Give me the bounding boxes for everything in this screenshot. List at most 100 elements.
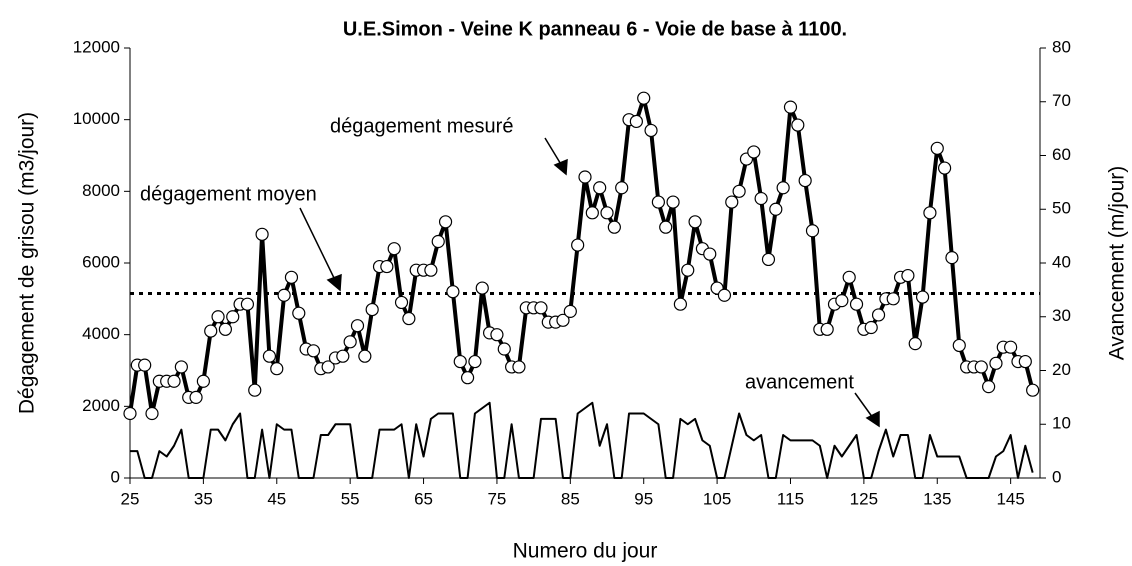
arrow — [544, 137, 563, 167]
marker — [306, 344, 321, 358]
x-axis-label: Numero du jour — [513, 540, 658, 563]
marker — [989, 356, 1003, 370]
chart-title: U.E.Simon - Veine K panneau 6 - Voie de … — [343, 18, 847, 40]
marker — [402, 311, 416, 326]
marker — [468, 354, 482, 369]
marker — [497, 342, 511, 356]
x-tick-label: 85 — [561, 489, 580, 508]
marker — [783, 100, 798, 114]
marker — [460, 371, 475, 385]
x-tick-label: 135 — [923, 489, 951, 508]
marker — [284, 270, 299, 284]
marker — [600, 206, 614, 220]
marker — [1026, 383, 1040, 397]
marker — [167, 374, 181, 388]
marker — [732, 184, 746, 198]
marker — [615, 181, 629, 195]
marker — [446, 285, 460, 299]
annotation: dégagement mesuré — [330, 115, 513, 137]
marker — [211, 310, 225, 324]
marker — [578, 170, 592, 184]
marker — [791, 118, 805, 132]
marker — [945, 251, 959, 265]
marker — [174, 360, 188, 374]
marker — [431, 234, 445, 249]
marker — [982, 380, 996, 394]
x-tick-label: 55 — [341, 489, 360, 508]
marker — [1004, 340, 1018, 354]
marker — [637, 91, 651, 105]
x-tick-label: 95 — [634, 489, 653, 508]
marker — [204, 324, 218, 338]
marker — [321, 360, 335, 374]
marker — [336, 349, 350, 363]
y-tick-label: 6000 — [82, 252, 120, 271]
annotation: avancement — [745, 371, 854, 393]
y-tick-label: 10000 — [73, 109, 120, 128]
marker — [820, 322, 834, 336]
marker — [350, 319, 365, 333]
marker — [659, 220, 673, 234]
arrow-head — [326, 273, 342, 292]
marker — [218, 322, 233, 336]
x-tick-label: 105 — [703, 489, 731, 508]
y-axis-label: Dégagement de grisou (m3/jour) — [16, 112, 39, 414]
marker — [886, 292, 900, 306]
marker — [629, 114, 643, 129]
marker — [849, 297, 864, 311]
y-tick-label: 2000 — [82, 396, 120, 415]
arrow — [299, 207, 336, 281]
marker — [358, 349, 372, 363]
marker — [776, 181, 790, 195]
marker — [563, 304, 577, 318]
marker — [196, 374, 210, 388]
marker — [571, 238, 585, 252]
y2-tick-label: 70 — [1052, 91, 1071, 110]
marker — [864, 320, 878, 335]
marker — [438, 215, 453, 229]
marker — [923, 206, 937, 220]
marker — [593, 181, 607, 195]
annotation: dégagement moyen — [140, 183, 317, 205]
marker — [835, 294, 849, 308]
marker — [607, 220, 621, 234]
marker — [952, 338, 966, 353]
marker — [842, 270, 856, 284]
marker — [974, 360, 988, 374]
marker — [380, 259, 394, 274]
marker — [387, 242, 401, 256]
marker — [871, 308, 886, 322]
y2-axis-label: Avancement (m/jour) — [1106, 166, 1129, 361]
marker — [585, 206, 599, 220]
marker — [490, 328, 504, 342]
marker — [666, 195, 680, 209]
x-tick-label: 65 — [414, 489, 433, 508]
marker — [270, 362, 284, 376]
marker — [761, 252, 776, 267]
marker — [138, 358, 152, 372]
arrows — [299, 137, 880, 428]
marker — [915, 290, 930, 304]
y2-tick-label: 10 — [1052, 414, 1071, 433]
arrow-head — [865, 410, 880, 428]
marker — [534, 301, 548, 315]
marker — [908, 337, 922, 351]
marker — [901, 268, 915, 283]
y2-tick-label: 80 — [1052, 37, 1071, 56]
y2-tick-label: 50 — [1052, 199, 1071, 218]
y2-tick-label: 0 — [1052, 467, 1061, 486]
marker — [747, 145, 761, 159]
y2-tick-label: 40 — [1052, 252, 1071, 271]
y-tick-label: 12000 — [73, 37, 120, 56]
arrow-head — [553, 158, 568, 176]
marker — [681, 263, 695, 277]
marker — [262, 349, 277, 363]
marker — [343, 335, 357, 349]
x-tick-label: 75 — [487, 489, 506, 508]
series-line — [130, 401, 1034, 479]
marker — [453, 354, 467, 369]
marker — [688, 215, 702, 229]
marker — [512, 360, 526, 374]
arrow — [854, 392, 874, 419]
annotations: dégagement mesuré dégagement moyen avanc… — [140, 115, 880, 428]
